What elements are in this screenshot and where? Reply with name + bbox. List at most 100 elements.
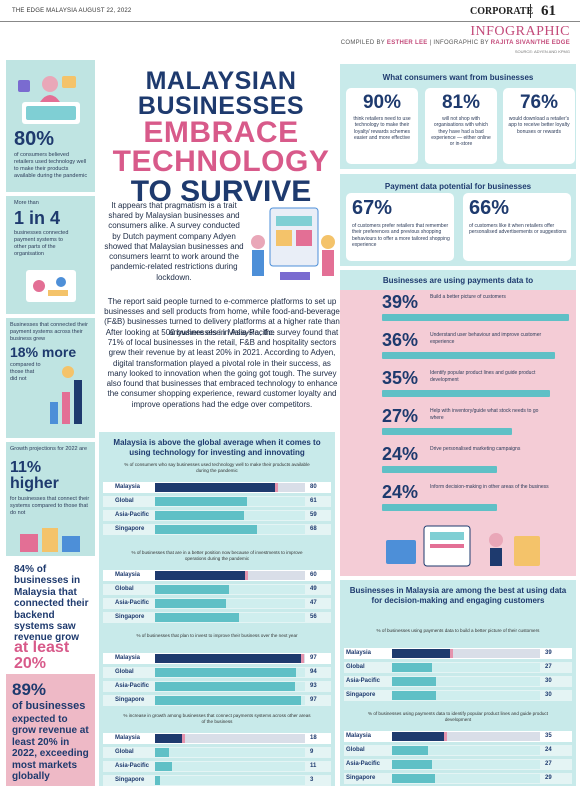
stat-value: 11% higher: [10, 459, 59, 492]
bar-fill: [155, 654, 301, 663]
chart-subtitle: % increase in growth among businesses th…: [123, 713, 311, 724]
article-paragraph-3: After looking at 500 businesses in Malay…: [105, 328, 339, 409]
bar-fill: [392, 677, 436, 686]
bar-fill: [155, 696, 301, 705]
payments-use-value: 35%: [382, 368, 419, 388]
bar-track: [155, 762, 305, 771]
bar-track: [392, 649, 540, 658]
bar-value-label: 27: [545, 761, 552, 767]
payment-potential-card: 66% of customers like it when retailers o…: [463, 193, 571, 261]
title-line-1: MALAYSIAN BUSINESSES: [137, 67, 305, 120]
payments-use-bar: [382, 428, 512, 435]
payments-use-value: 24%: [382, 482, 419, 502]
payments-use-bar: [382, 390, 550, 397]
source-note: SOURCE: ADYEN AND KPMG: [514, 49, 570, 54]
bar-accent: [182, 734, 185, 743]
decision-chart-title: Businesses in Malaysia are among the bes…: [349, 586, 567, 605]
bar-accent: [444, 732, 447, 741]
bar-accent: [301, 654, 304, 663]
bar-value-label: 56: [310, 614, 317, 620]
bar-category-label: Global: [115, 669, 134, 675]
chart-subtitle: % of businesses that are in a better pos…: [131, 550, 303, 561]
network-illustration: [26, 270, 76, 302]
bar-accent: [450, 649, 453, 658]
checkout-illustration: [386, 525, 540, 567]
stat-text-b: at least 20%: [14, 639, 70, 672]
growth-illustration: [50, 366, 82, 424]
bar-category-label: Asia-Pacific: [346, 678, 381, 684]
bar-track: [155, 748, 305, 757]
payments-use-header: [340, 270, 576, 290]
bar-value-label: 61: [310, 498, 317, 504]
bar-value-label: 60: [310, 572, 317, 578]
left-stat-5: 84% of businesses in Malaysia that conne…: [6, 560, 95, 672]
stat-text-a: 84% of businesses in Malaysia that conne…: [14, 564, 89, 644]
stat-pre: More than: [14, 200, 39, 206]
bar-fill: [155, 585, 229, 594]
stat-value: 80%: [14, 128, 55, 150]
bar-fill: [155, 511, 244, 520]
stat-pre: Businesses that connected their payment …: [10, 322, 88, 342]
chart-subtitle: % of businesses that plan to invest to i…: [136, 633, 298, 638]
title-line-3: TO SURVIVE: [130, 174, 312, 208]
bar-chart: % of consumers who say businesses used t…: [103, 462, 331, 540]
left-stat-3: Businesses that connected their payment …: [6, 318, 95, 438]
bar-value-label: 93: [310, 683, 317, 689]
bar-value-label: 59: [310, 512, 317, 518]
bar-category-label: Singapore: [115, 614, 145, 620]
compiled-by: ESTHER LEE: [386, 40, 428, 46]
stat-subject: of businesses: [12, 700, 86, 712]
payments-use-bar: [382, 504, 497, 511]
payment-potential-value: 66%: [469, 197, 510, 219]
payment-potential-card: 67% of customers prefer retailers that re…: [346, 193, 454, 261]
stat-text: of consumers believed retailers used tec…: [14, 152, 88, 179]
bar-value-label: 30: [545, 692, 552, 698]
bar-category-label: Asia-Pacific: [115, 512, 150, 518]
stat-value: 1 in 4: [14, 208, 61, 228]
bar-category-label: Singapore: [346, 775, 376, 781]
payments-use-text: Build a better picture of customers: [430, 294, 506, 300]
article-paragraph-1: It appears that pragmatism is a trait sh…: [104, 201, 244, 282]
page-title: MALAYSIAN BUSINESSES EMBRACE TECHNOLOGY …: [110, 67, 332, 208]
chart-subtitle: % of businesses using payments data to b…: [376, 628, 540, 633]
bar-track: [392, 774, 540, 783]
payments-use-text: Identify popular product lines and guide…: [430, 370, 536, 383]
bar-fill: [392, 649, 450, 658]
stat-text: expected to grow revenue at least 20% in…: [12, 714, 89, 782]
bar-fill: [155, 762, 172, 771]
bar-fill: [155, 613, 239, 622]
payments-use-bar: [382, 352, 555, 359]
payments-use-panel: Businesses are using payments data to: [340, 270, 576, 576]
malaysia-chart-title: Malaysia is above the global average whe…: [113, 438, 321, 457]
bar-category-label: Malaysia: [346, 650, 372, 656]
bar-fill: [155, 748, 169, 757]
bar-category-label: Global: [346, 664, 365, 670]
bar-value-label: 18: [310, 735, 317, 741]
payments-use-text: Drive personalised marketing campaigns: [430, 446, 521, 452]
payments-use-value: 24%: [382, 444, 419, 464]
bar-fill: [392, 774, 435, 783]
bar-category-label: Malaysia: [115, 735, 141, 741]
bar-fill: [392, 760, 432, 769]
payments-use-bar: [382, 466, 497, 473]
page-header: THE EDGE MALAYSIA AUGUST 22, 2022 CORPOR…: [0, 0, 580, 22]
shopper-illustration: [18, 76, 80, 124]
header-divider: [530, 4, 531, 18]
consumer-stat-card: 90% think retailers need to use technolog…: [346, 88, 418, 164]
consumer-stat-text: think retailers need to use technology t…: [353, 116, 411, 141]
bar-value-label: 27: [545, 664, 552, 670]
bar-track: [392, 677, 540, 686]
bar-category-label: Malaysia: [115, 484, 141, 490]
bar-category-label: Malaysia: [115, 655, 141, 661]
bar-accent: [245, 571, 248, 580]
left-stat-6: 89% of businesses expected to grow reven…: [6, 674, 95, 786]
bar-category-label: Global: [346, 747, 365, 753]
compiled-prefix: COMPILED BY: [340, 40, 385, 46]
stat-text: businesses connected payment systems to …: [14, 230, 69, 257]
bar-fill: [155, 668, 296, 677]
shop-illustration: [251, 207, 335, 280]
bar-value-label: 94: [310, 669, 317, 675]
bar-chart: % of businesses using payments data to b…: [344, 628, 572, 706]
bar-category-label: Global: [115, 749, 134, 755]
publication-line: THE EDGE MALAYSIA AUGUST 22, 2022: [12, 8, 132, 14]
